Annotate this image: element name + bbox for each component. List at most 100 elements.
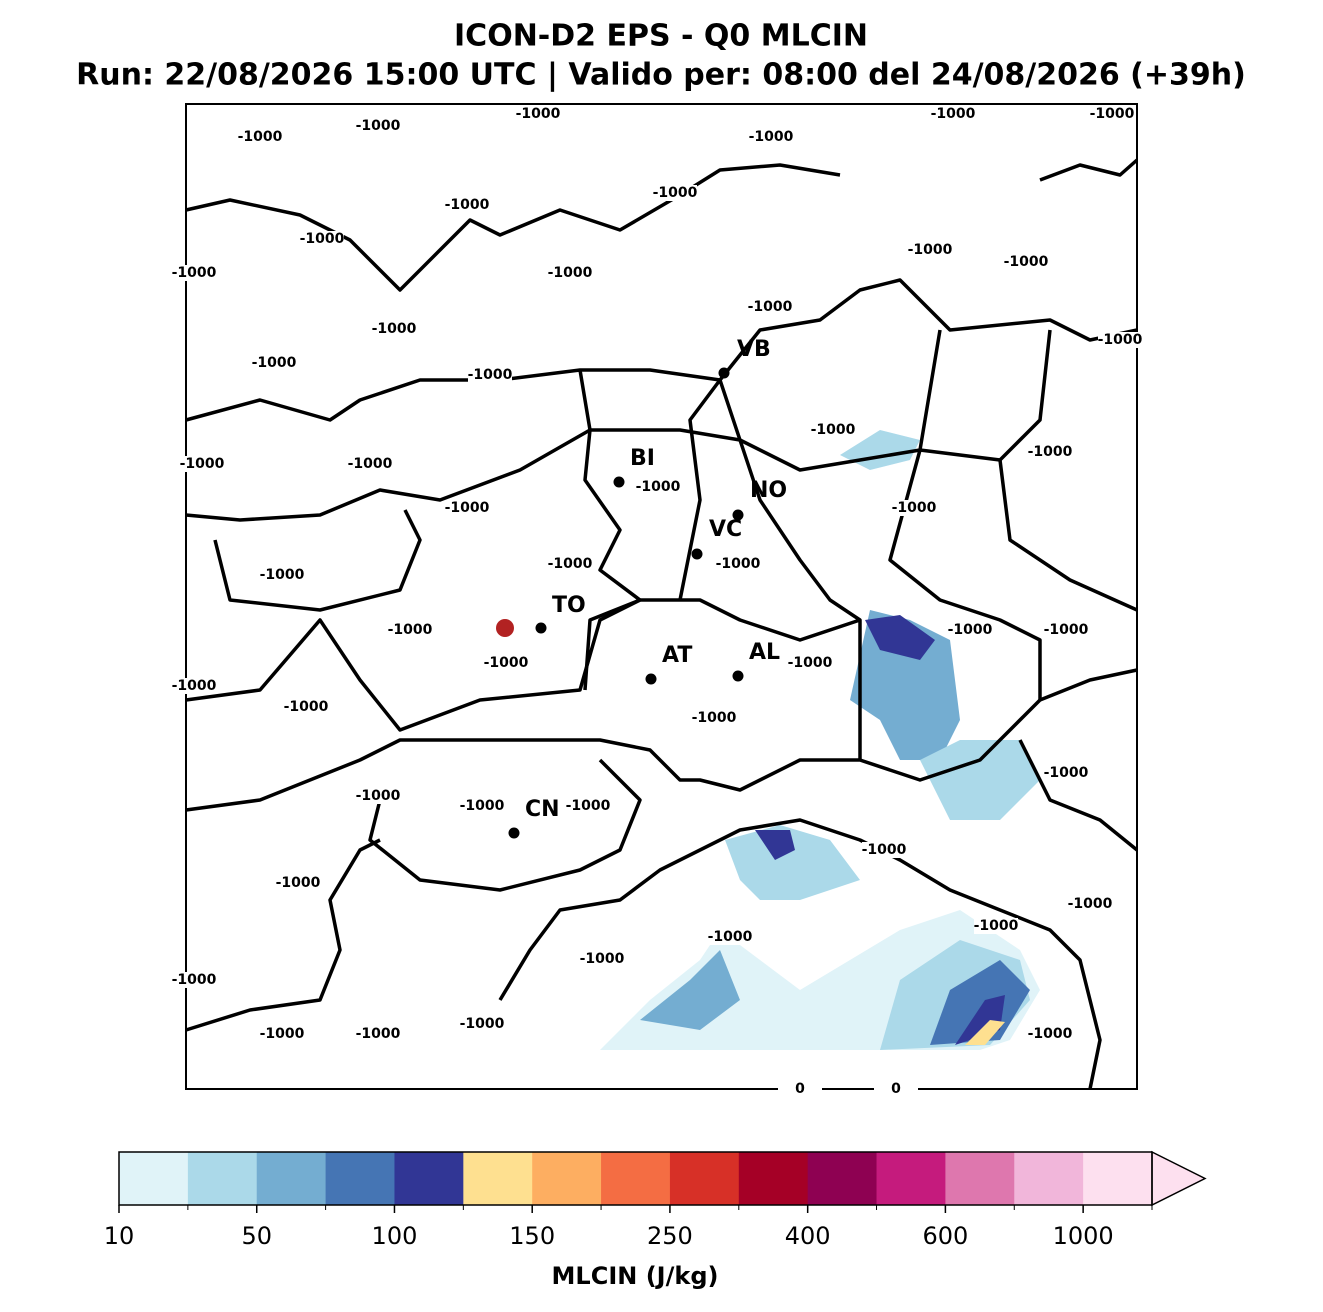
contour-label-bg	[548, 556, 592, 572]
contour-label-bg	[811, 422, 855, 438]
borders	[185, 158, 1139, 1090]
contour-label: -1000	[716, 556, 761, 572]
shade	[640, 950, 740, 1030]
contour-label: -1000	[172, 972, 217, 988]
contour-label: -1000	[1090, 106, 1135, 122]
contour-label: -1000	[748, 299, 793, 315]
contour-label-bg	[445, 197, 489, 213]
contour-label-bg	[788, 655, 832, 671]
contour-label-bg	[749, 129, 793, 145]
city-dot	[535, 622, 547, 634]
border	[498, 818, 1102, 1090]
contour-label-bg	[948, 622, 992, 638]
shade	[725, 825, 860, 900]
shade	[930, 960, 1030, 1045]
contour-label: -1000	[1028, 444, 1073, 460]
contour-label-bg	[1028, 1026, 1072, 1042]
title: ICON-D2 EPS - Q0 MLCIN	[454, 19, 868, 54]
contour-label-bg	[974, 918, 1018, 934]
contour-label-bg	[1028, 444, 1072, 460]
contour-label: -1000	[1004, 254, 1049, 270]
city-label: BI	[630, 446, 655, 471]
contour-label: -1000	[172, 678, 217, 694]
contour-label-bg	[460, 1016, 504, 1032]
border	[678, 378, 862, 760]
border	[185, 668, 1138, 812]
colorbar-bin	[876, 1152, 946, 1205]
contour-label-bg	[348, 456, 392, 472]
border	[998, 329, 1052, 462]
contour-label: -1000	[548, 556, 593, 572]
colorbar-tick-label: 150	[509, 1222, 555, 1250]
contour-label-bg	[1098, 332, 1142, 348]
colorbar-extension	[1151, 1150, 1207, 1207]
contour-label-bg	[300, 231, 344, 247]
contour-label: -1000	[811, 422, 856, 438]
contour-label-bg	[356, 1026, 400, 1042]
contour-label: -1000	[788, 655, 833, 671]
city-label: VC	[709, 517, 742, 542]
contour-label-bg	[388, 622, 432, 638]
contour-label: -1000	[445, 197, 490, 213]
city-label: TO	[552, 593, 586, 618]
contour-label: -1000	[636, 479, 681, 495]
colorbar-bin	[394, 1152, 464, 1205]
contour-label-bg	[636, 479, 680, 495]
shade	[850, 610, 960, 760]
contour-label-bg	[548, 265, 592, 281]
contour-label-bg	[372, 321, 416, 337]
contour-label: -1000	[566, 798, 611, 814]
contour-label-bg	[1004, 254, 1048, 270]
contour-label: -1000	[516, 106, 561, 122]
contour-label-bg	[172, 678, 216, 694]
border	[368, 758, 642, 892]
contour-label-bg	[260, 567, 304, 583]
contour-label: -1000	[692, 710, 737, 726]
contour-label: -1000	[276, 875, 321, 891]
border	[998, 459, 1138, 612]
contour-label: -1000	[356, 1026, 401, 1042]
contour-label-bg	[484, 655, 528, 671]
colorbar-tick-label: 250	[647, 1222, 693, 1250]
contour-label-bg	[172, 972, 216, 988]
contour-label: -1000	[1044, 622, 1089, 638]
contour-label: -1000	[260, 1026, 305, 1042]
colorbar-tick-label: 600	[922, 1222, 968, 1250]
contour-label: -1000	[468, 367, 513, 383]
contour-label: -1000	[260, 567, 305, 583]
contour-label-bg	[252, 355, 296, 371]
colorbar-bin	[807, 1152, 878, 1205]
contour-label: -1000	[348, 456, 393, 472]
colorbar-bin	[187, 1152, 258, 1205]
colorbar-bin	[1014, 1152, 1084, 1205]
colorbar-tick-label: 100	[372, 1222, 418, 1250]
contour-label: -1000	[372, 321, 417, 337]
contour-label-bg	[1068, 896, 1112, 912]
contour-label-bg	[172, 265, 216, 281]
contour-label-bg	[692, 710, 736, 726]
contour-label: -1000	[445, 500, 490, 516]
contour-label-bg	[284, 699, 328, 715]
colorbar-bin	[601, 1152, 671, 1205]
contour-label-bg	[1090, 106, 1134, 122]
shade	[965, 1020, 1005, 1045]
colorbar-bin	[738, 1152, 809, 1205]
contour-label: -1000	[931, 106, 976, 122]
contour-label: -1000	[460, 798, 505, 814]
border	[185, 838, 381, 1032]
contour-label-bg	[716, 556, 760, 572]
contour-label: 0	[795, 1081, 805, 1097]
colorbar-tick-label: 1000	[1053, 1222, 1114, 1250]
city-label: VB	[737, 337, 771, 362]
city-label: AL	[749, 640, 780, 665]
contour-label-bg	[1044, 765, 1088, 781]
location-marker	[496, 619, 514, 637]
contour-label: -1000	[1028, 1026, 1073, 1042]
colorbar-tick-label: 50	[241, 1222, 272, 1250]
contour-label-bg	[1044, 622, 1088, 638]
contour-label-bg	[653, 185, 697, 201]
contour-label-bg	[931, 106, 975, 122]
contour-label-bg	[180, 456, 224, 472]
contour-label: -1000	[356, 788, 401, 804]
border	[578, 369, 642, 691]
